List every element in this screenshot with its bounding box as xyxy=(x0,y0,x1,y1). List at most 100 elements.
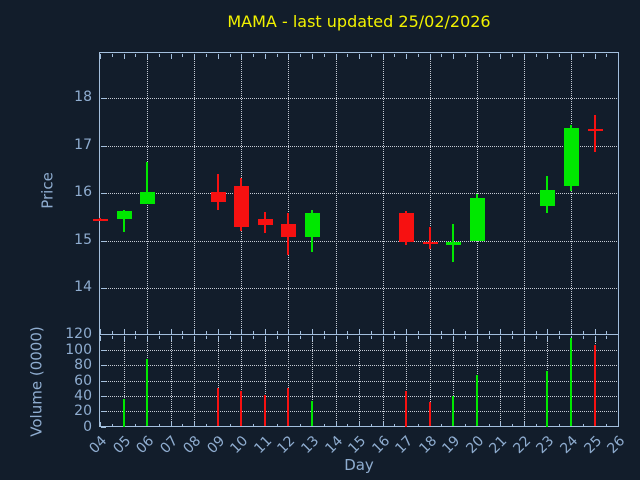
x-tick xyxy=(582,54,584,57)
x-tick xyxy=(100,329,101,334)
x-tick xyxy=(441,331,443,334)
x-tick xyxy=(311,54,313,59)
x-tick xyxy=(429,329,431,334)
volume-bar-day-5 xyxy=(122,399,125,427)
x-tick xyxy=(465,336,466,339)
x-tick xyxy=(394,331,396,334)
x-tick xyxy=(194,54,196,59)
gridline-horizontal xyxy=(101,288,617,289)
x-tick xyxy=(382,421,384,426)
x-tick xyxy=(135,423,137,426)
volume-bar-day-17 xyxy=(405,390,408,427)
x-tick xyxy=(323,336,325,339)
x-tick xyxy=(359,54,360,59)
y-tick xyxy=(101,426,106,428)
x-tick xyxy=(382,329,384,334)
x-tick xyxy=(158,54,160,57)
x-tick xyxy=(182,423,184,426)
candle-body-day-9 xyxy=(210,192,226,203)
x-tick xyxy=(606,336,608,339)
x-tick xyxy=(582,331,584,334)
x-tick xyxy=(147,54,149,59)
x-tick xyxy=(194,421,196,426)
gridline-horizontal xyxy=(101,98,617,99)
x-tick xyxy=(182,331,184,334)
x-tick xyxy=(535,54,537,57)
candle-body-day-23 xyxy=(540,189,556,207)
candle-body-day-20 xyxy=(469,197,485,241)
volume-bar-day-11 xyxy=(263,395,266,427)
candle-body-day-25 xyxy=(587,128,603,132)
gridline-vertical xyxy=(288,54,290,334)
x-tick xyxy=(618,336,619,341)
x-tick xyxy=(100,54,101,59)
x-tick xyxy=(300,331,302,334)
y-tick xyxy=(101,193,106,194)
x-tick xyxy=(253,331,254,334)
x-tick xyxy=(229,331,231,334)
volume-bar-day-19 xyxy=(452,395,455,427)
x-tick xyxy=(347,423,349,426)
chart-title: MAMA - last updated 25/02/2026 xyxy=(227,12,491,31)
volume-bar-day-20 xyxy=(475,375,478,427)
x-tick xyxy=(476,336,478,341)
x-tick xyxy=(359,336,360,341)
volume-tick-label: 100 xyxy=(65,341,92,358)
x-tick xyxy=(359,421,360,426)
x-tick xyxy=(311,329,313,334)
candle-body-day-19 xyxy=(446,242,462,245)
x-tick xyxy=(465,54,466,57)
x-tick xyxy=(111,336,113,339)
volume-tick-label: 120 xyxy=(65,326,92,343)
x-tick xyxy=(158,423,160,426)
x-tick xyxy=(135,54,137,57)
x-tick xyxy=(276,331,278,334)
gridline-vertical xyxy=(523,54,525,334)
price-tick-label: 14 xyxy=(74,279,92,295)
candle-body-day-12 xyxy=(281,224,297,237)
x-tick xyxy=(206,54,207,57)
price-tick-label: 16 xyxy=(74,184,92,200)
x-tick xyxy=(323,423,325,426)
x-tick xyxy=(417,54,419,57)
x-tick xyxy=(570,54,572,59)
x-tick xyxy=(335,329,337,334)
y-tick xyxy=(101,365,106,367)
gridline-vertical xyxy=(429,54,431,334)
x-tick xyxy=(512,423,513,426)
gridline-horizontal xyxy=(101,240,617,242)
x-tick xyxy=(512,331,513,334)
x-tick xyxy=(206,331,207,334)
x-tick xyxy=(335,421,337,426)
gridline-vertical xyxy=(382,54,384,334)
x-tick xyxy=(535,423,537,426)
candle-wick-day-5 xyxy=(122,210,125,233)
gridline-horizontal xyxy=(101,380,617,382)
x-tick xyxy=(347,336,349,339)
x-tick xyxy=(488,54,490,57)
x-tick xyxy=(382,54,384,59)
x-tick xyxy=(618,421,619,426)
x-tick xyxy=(570,329,572,334)
x-tick xyxy=(206,423,207,426)
x-tick xyxy=(194,329,196,334)
candle-wick-day-9 xyxy=(216,173,219,210)
y-tick xyxy=(101,240,106,242)
x-tick xyxy=(123,329,125,334)
x-tick xyxy=(417,336,419,339)
x-tick xyxy=(264,336,266,341)
x-tick xyxy=(429,54,431,59)
x-tick xyxy=(523,329,525,334)
x-tick xyxy=(453,54,455,59)
x-tick xyxy=(582,336,584,339)
x-tick xyxy=(264,329,266,334)
x-tick xyxy=(500,329,502,334)
candle-body-day-11 xyxy=(257,219,273,225)
x-tick xyxy=(535,331,537,334)
x-tick xyxy=(394,336,396,339)
y-tick xyxy=(101,380,106,382)
x-tick xyxy=(170,421,172,426)
x-tick xyxy=(406,336,408,341)
volume-bar-day-24 xyxy=(569,338,572,427)
x-tick xyxy=(559,54,561,57)
